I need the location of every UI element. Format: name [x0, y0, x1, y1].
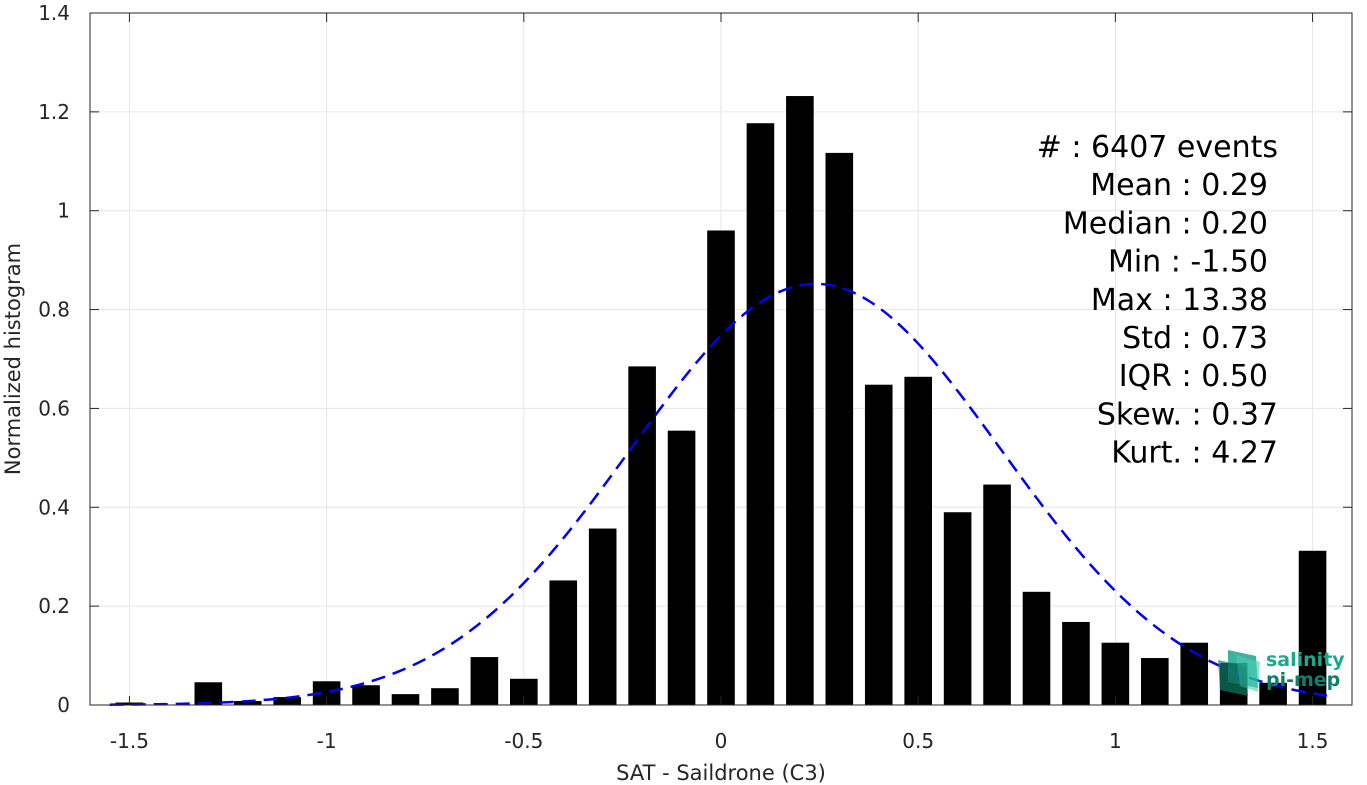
histogram-bar: [1101, 642, 1130, 705]
histogram-bar: [1062, 621, 1090, 705]
y-tick-label: 1.4: [38, 1, 70, 25]
y-tick-label: 0.8: [38, 298, 70, 322]
y-tick-label: 0: [57, 693, 70, 717]
histogram-bar: [746, 123, 775, 706]
logo-cube-icon: [1218, 650, 1260, 696]
x-tick-labels: -1.5 -1 -0.5 0 0.5 1 1.5: [110, 729, 1329, 753]
histogram-bar: [549, 580, 578, 705]
histogram-bar: [628, 366, 656, 705]
histogram-bar: [391, 694, 420, 705]
y-tick-label: 0.2: [38, 594, 70, 618]
histogram-bar: [667, 430, 696, 705]
x-tick-label: 1.5: [1297, 729, 1329, 753]
stats-line: Max : 13.38: [1091, 283, 1268, 318]
x-axis-title: SAT - Saildrone (C3): [616, 761, 826, 785]
y-tick-label: 0.4: [38, 495, 70, 519]
histogram-bar: [1298, 550, 1327, 705]
histogram-bar: [1141, 658, 1169, 705]
y-axis-title: Normalized histogram: [1, 243, 25, 475]
stats-line: Min : -1.50: [1108, 245, 1268, 280]
histogram-bar: [1259, 682, 1287, 705]
histogram-bar: [194, 682, 223, 705]
stats-line: Median : 0.20: [1063, 206, 1268, 241]
histogram-bar: [588, 528, 617, 705]
stats-line: # : 6407 events: [1037, 130, 1278, 165]
x-tick-label: -0.5: [504, 729, 543, 753]
y-tick-label: 0.6: [38, 396, 70, 420]
x-tick-label: -1: [317, 729, 337, 753]
histogram-bar: [707, 230, 735, 705]
histogram-bar: [273, 697, 301, 705]
x-tick-label: 0: [715, 729, 728, 753]
stats-line: Std : 0.73: [1122, 321, 1268, 356]
histogram-bar: [786, 96, 814, 706]
y-tick-label: 1.2: [38, 100, 70, 124]
logo-text-salinity: salinity: [1266, 649, 1345, 671]
stats-line: Kurt. : 4.27: [1111, 436, 1278, 471]
histogram-bar: [983, 484, 1011, 705]
histogram-bar: [352, 685, 380, 705]
stats-line: IQR : 0.50: [1119, 359, 1268, 394]
axes-frame: [89, 12, 1353, 706]
x-tick-label: 1: [1109, 729, 1122, 753]
histogram-bars: [115, 96, 1327, 706]
histogram-bar: [312, 681, 341, 705]
stats-line: Mean : 0.29: [1090, 168, 1268, 203]
histogram-bar: [825, 152, 854, 705]
logo-text-pi-mep: pi-mep: [1266, 669, 1340, 691]
y-tick-labels: 0 0.2 0.4 0.6 0.8 1 1.2 1.4: [38, 1, 70, 717]
normal-fit-curve: [109, 282, 1333, 706]
histogram-bar: [470, 657, 499, 705]
histogram-bar: [904, 376, 932, 705]
stats-line: Skew. : 0.37: [1097, 397, 1278, 432]
y-tick-label: 1: [57, 199, 70, 223]
histogram-bar: [943, 512, 972, 705]
x-tick-label: 0.5: [902, 729, 934, 753]
salinity-pi-mep-logo: salinity pi-mep: [1218, 649, 1345, 696]
x-tick-label: -1.5: [110, 729, 149, 753]
histogram-bar: [864, 384, 893, 705]
histogram-bar: [431, 688, 459, 705]
histogram-bar: [1022, 591, 1051, 705]
histogram-bar: [233, 701, 262, 705]
